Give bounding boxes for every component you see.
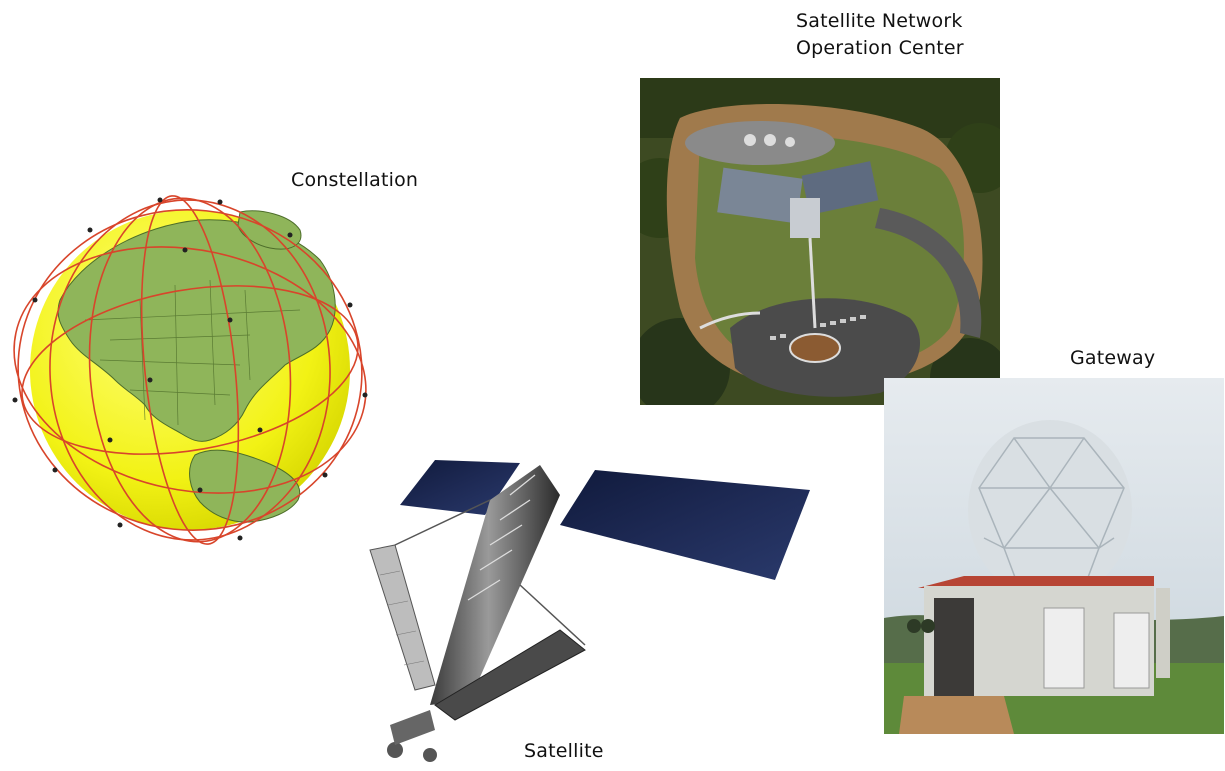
satellite-body (430, 465, 560, 705)
noc-label: Satellite Network Operation Center (796, 8, 964, 62)
landmass-south-america (189, 449, 301, 523)
constellation-globe-icon (12, 195, 368, 545)
noc-label-line1: Satellite Network (796, 10, 963, 32)
satellite-illustration-icon (369, 460, 810, 762)
noc-label-line2: Operation Center (796, 37, 964, 59)
solar-panel-right (560, 470, 810, 580)
antenna-panel-right (434, 629, 586, 721)
antenna-panel-left (369, 544, 436, 691)
satellite-dots (12, 197, 368, 541)
noc-photo-icon (640, 78, 1000, 405)
satellite-label: Satellite (524, 740, 604, 762)
orbit-rings (13, 195, 367, 545)
gateway-label: Gateway (1070, 347, 1156, 369)
constellation-label: Constellation (291, 169, 419, 191)
gateway-photo-icon (884, 378, 1224, 734)
